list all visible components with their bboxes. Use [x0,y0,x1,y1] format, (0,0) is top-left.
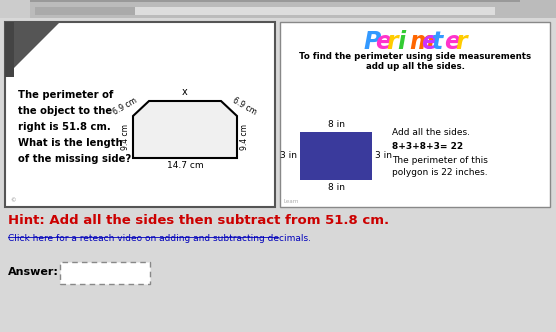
Text: ©: © [10,198,16,203]
Text: Click here for a reteach video on adding and subtracting decimals.: Click here for a reteach video on adding… [8,234,311,243]
Text: the object to the: the object to the [18,106,112,116]
Bar [280,22,550,207]
Bar [35,7,135,15]
Bar [0,0,556,18]
Polygon shape [5,22,60,77]
Bar [300,132,372,180]
Text: 9.4 cm: 9.4 cm [240,124,249,150]
Text: Add all the sides.: Add all the sides. [392,128,470,137]
Text: 9.4 cm: 9.4 cm [121,124,130,150]
Text: 8 in: 8 in [327,183,345,192]
Text: add up all the sides.: add up all the sides. [365,62,464,71]
Text: P: P [363,30,381,54]
Text: m: m [409,30,434,54]
Bar [520,0,556,18]
Text: right is 51.8 cm.: right is 51.8 cm. [18,122,111,132]
Text: 14.7 cm: 14.7 cm [167,161,203,170]
Text: Learn: Learn [284,199,299,204]
Text: polygon is 22 inches.: polygon is 22 inches. [392,168,488,177]
FancyBboxPatch shape [60,262,150,284]
Text: of the missing side?: of the missing side? [18,154,131,164]
Text: Answer:: Answer: [8,267,59,277]
Text: e: e [375,30,391,54]
Text: What is the length: What is the length [18,138,123,148]
Text: r: r [386,30,398,54]
Text: To find the perimeter using side measurements: To find the perimeter using side measure… [299,52,531,61]
Text: 6.9 cm: 6.9 cm [231,96,258,117]
Text: The perimeter of this: The perimeter of this [392,156,488,165]
Text: 6.9 cm: 6.9 cm [112,96,139,117]
Text: e: e [421,30,437,54]
Text: 3 in: 3 in [280,151,297,160]
Bar [0,0,30,18]
Text: x: x [182,87,188,97]
Text: 8 in: 8 in [327,120,345,129]
Bar [5,22,14,77]
Polygon shape [133,101,237,158]
Bar [35,7,495,15]
Text: 3 in: 3 in [375,151,392,160]
Text: r: r [455,30,467,54]
Text: i: i [398,30,406,54]
Text: e: e [444,30,460,54]
Text: t: t [432,30,444,54]
Bar [5,22,275,207]
Bar [0,0,556,2]
Text: The perimeter of: The perimeter of [18,90,113,100]
Text: Hint: Add all the sides then subtract from 51.8 cm.: Hint: Add all the sides then subtract fr… [8,214,389,227]
Text: 8+3+8+3= 22: 8+3+8+3= 22 [392,142,463,151]
